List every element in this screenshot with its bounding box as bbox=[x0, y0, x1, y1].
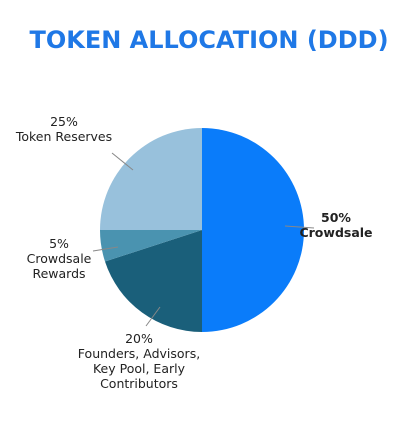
leader-lines bbox=[92, 152, 315, 327]
leader-line bbox=[92, 246, 119, 252]
slice-name-label: Token Reserves bbox=[15, 129, 112, 144]
slice-name-label: Contributors bbox=[100, 376, 178, 391]
slice-name-label: Crowdsale bbox=[27, 251, 92, 266]
slice-percent-label: 20% bbox=[125, 331, 153, 346]
pie-slice-founders-advisors-key-pool-early-contributors bbox=[104, 230, 202, 332]
pie-slice-crowdsale-rewards bbox=[100, 230, 202, 262]
pie-slice-crowdsale bbox=[202, 128, 304, 332]
leader-line bbox=[111, 152, 134, 171]
slice-percent-label: 50% bbox=[321, 210, 351, 225]
pie-slice-token-reserves bbox=[100, 128, 202, 230]
pie-slices bbox=[100, 128, 304, 332]
slice-name-label: Crowdsale bbox=[299, 225, 372, 240]
chart-title: TOKEN ALLOCATION (DDD) bbox=[29, 26, 388, 54]
slice-name-label: Rewards bbox=[32, 266, 85, 281]
leader-line bbox=[284, 225, 315, 229]
slice-name-label: Key Pool, Early bbox=[93, 361, 186, 376]
slice-percent-label: 5% bbox=[49, 236, 69, 251]
leader-line bbox=[145, 306, 161, 327]
slice-percent-label: 25% bbox=[50, 114, 78, 129]
slice-name-label: Founders, Advisors, bbox=[78, 346, 200, 361]
